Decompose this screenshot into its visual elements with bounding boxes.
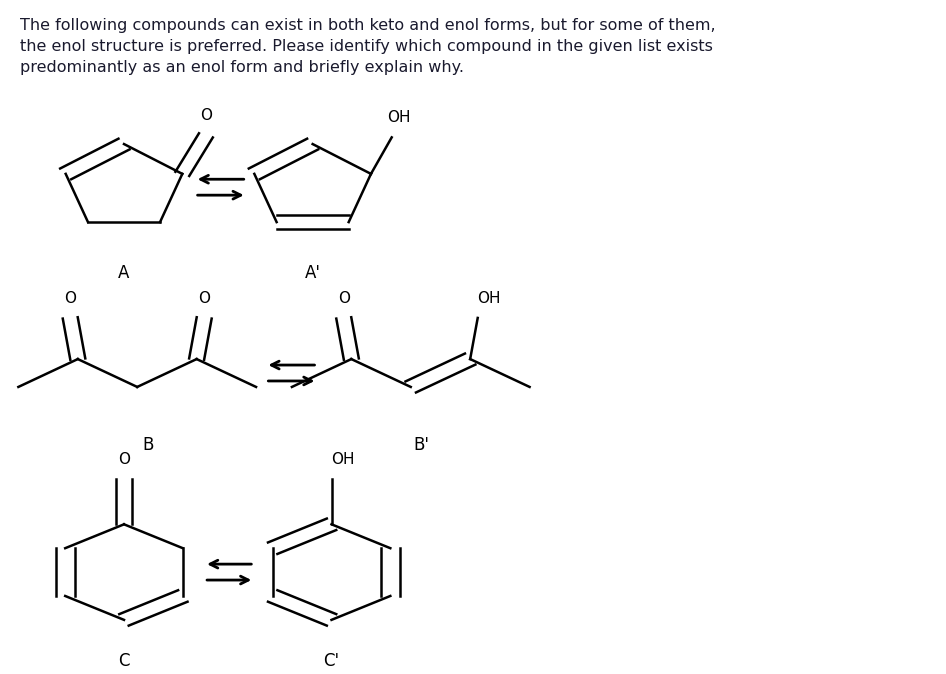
- Text: A': A': [305, 264, 321, 282]
- Text: B: B: [142, 436, 153, 454]
- Text: OH: OH: [388, 111, 411, 125]
- Text: O: O: [198, 291, 210, 306]
- Text: O: O: [64, 291, 77, 306]
- Text: O: O: [338, 291, 350, 306]
- Text: OH: OH: [478, 291, 500, 306]
- Text: B': B': [413, 436, 429, 454]
- Text: A: A: [118, 264, 130, 282]
- Text: The following compounds can exist in both keto and enol forms, but for some of t: The following compounds can exist in bot…: [20, 18, 716, 75]
- Text: C: C: [118, 652, 130, 670]
- Text: OH: OH: [331, 452, 355, 467]
- Text: O: O: [118, 452, 130, 467]
- Text: C': C': [324, 652, 340, 670]
- Text: O: O: [200, 109, 212, 123]
